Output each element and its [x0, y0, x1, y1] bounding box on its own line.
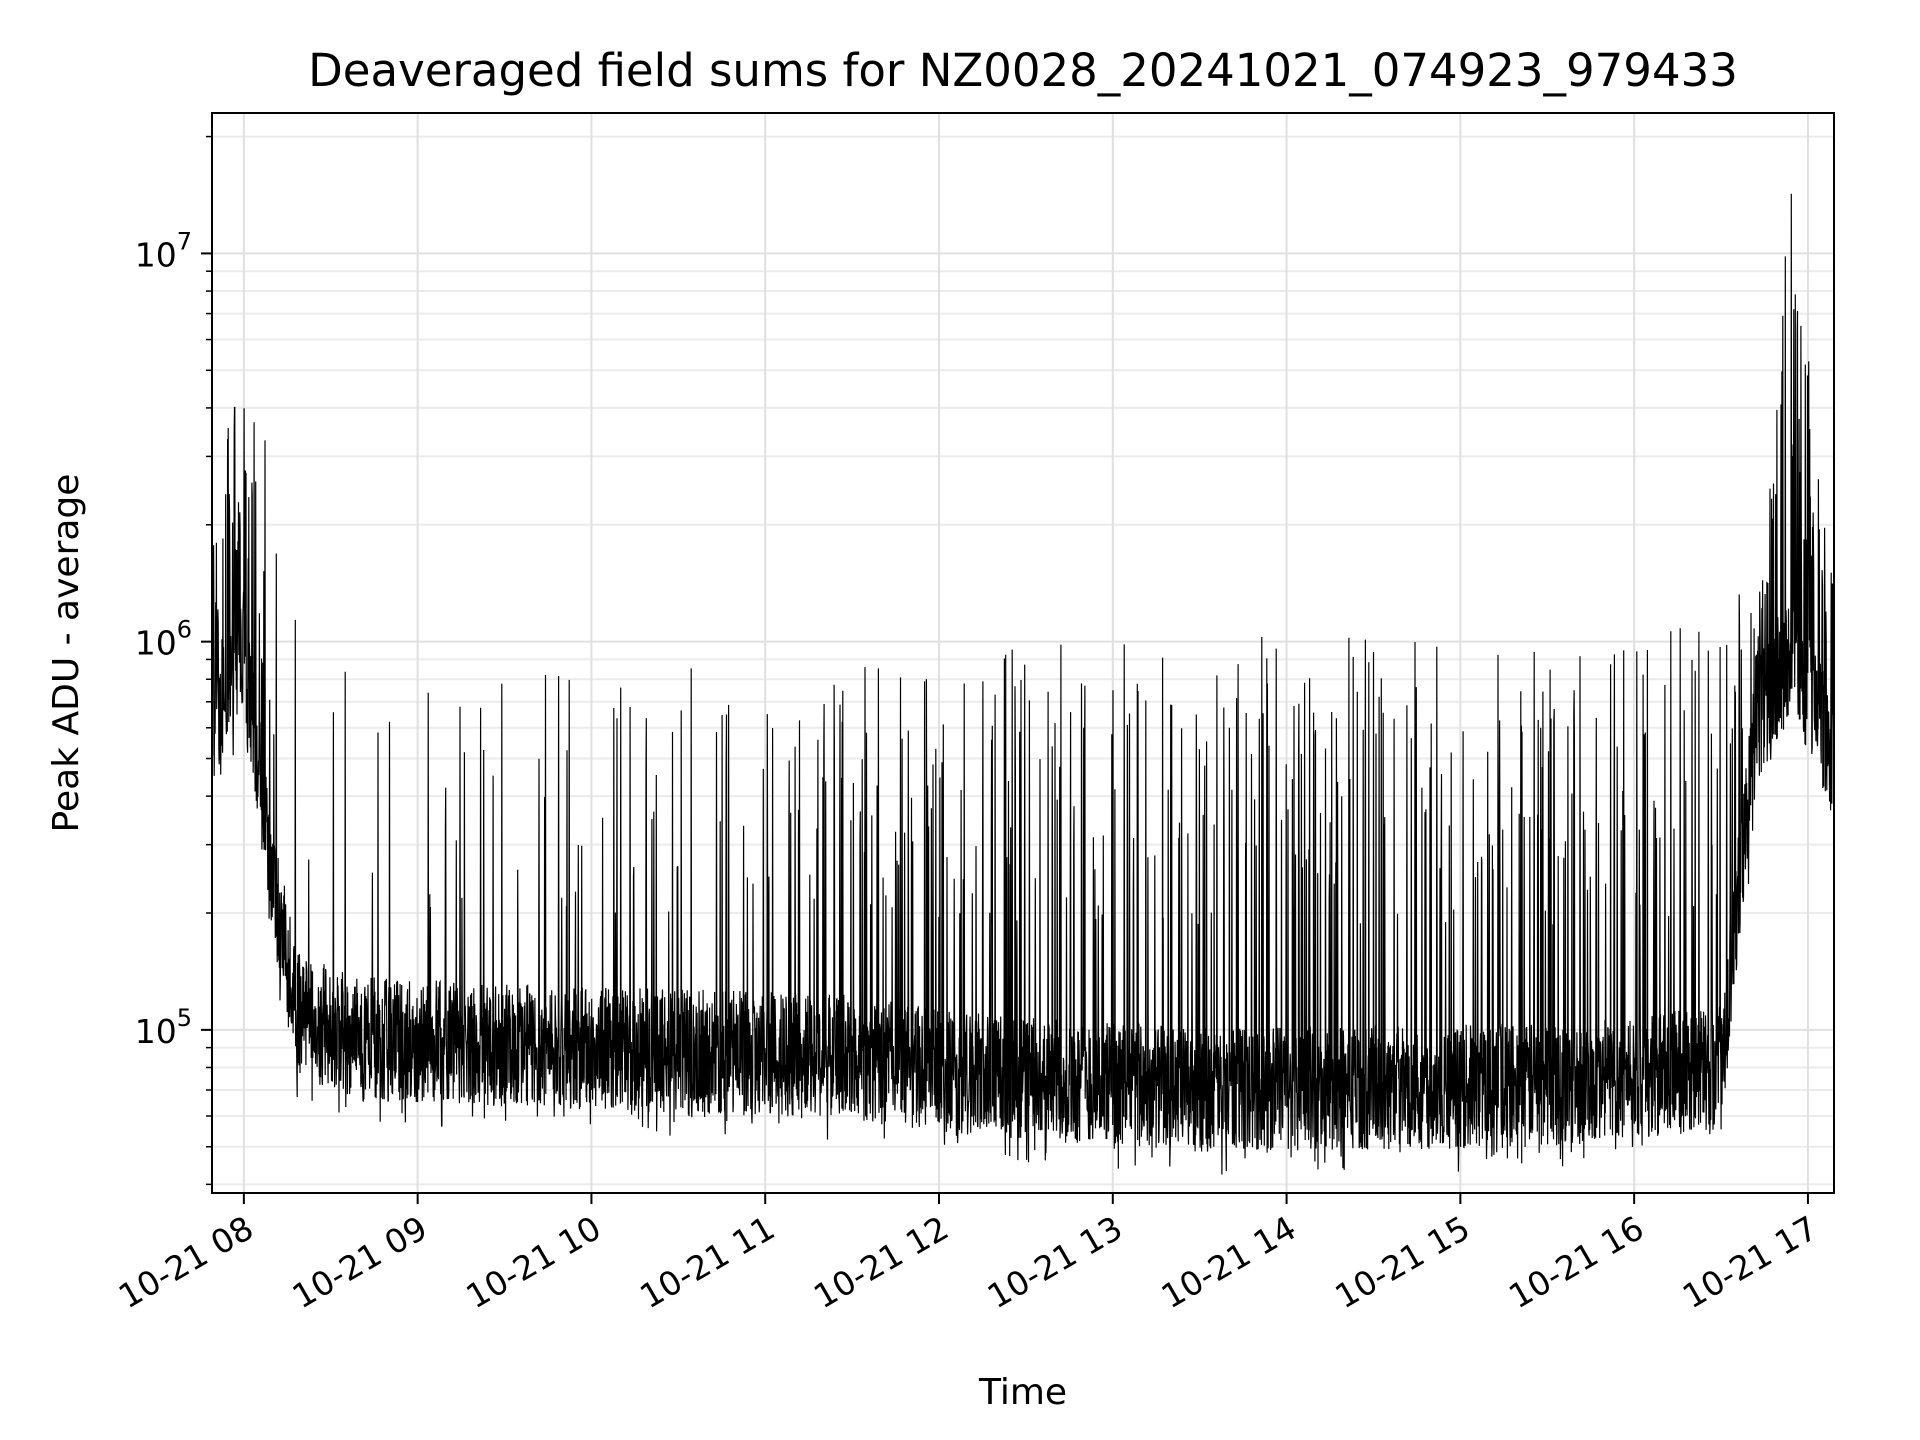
data-series — [211, 193, 1835, 1175]
y-axis-label: Peak ADU - average — [46, 474, 87, 833]
x-axis-label: Time — [978, 1372, 1067, 1413]
chart-title: Deaveraged field sums for NZ0028_2024102… — [308, 44, 1738, 97]
y-tick-label: 106 — [135, 616, 192, 663]
y-tick-label: 107 — [135, 227, 192, 274]
plot-frame — [211, 112, 1835, 1194]
y-tick-label: 105 — [135, 1004, 192, 1051]
series-line — [211, 193, 1835, 1175]
